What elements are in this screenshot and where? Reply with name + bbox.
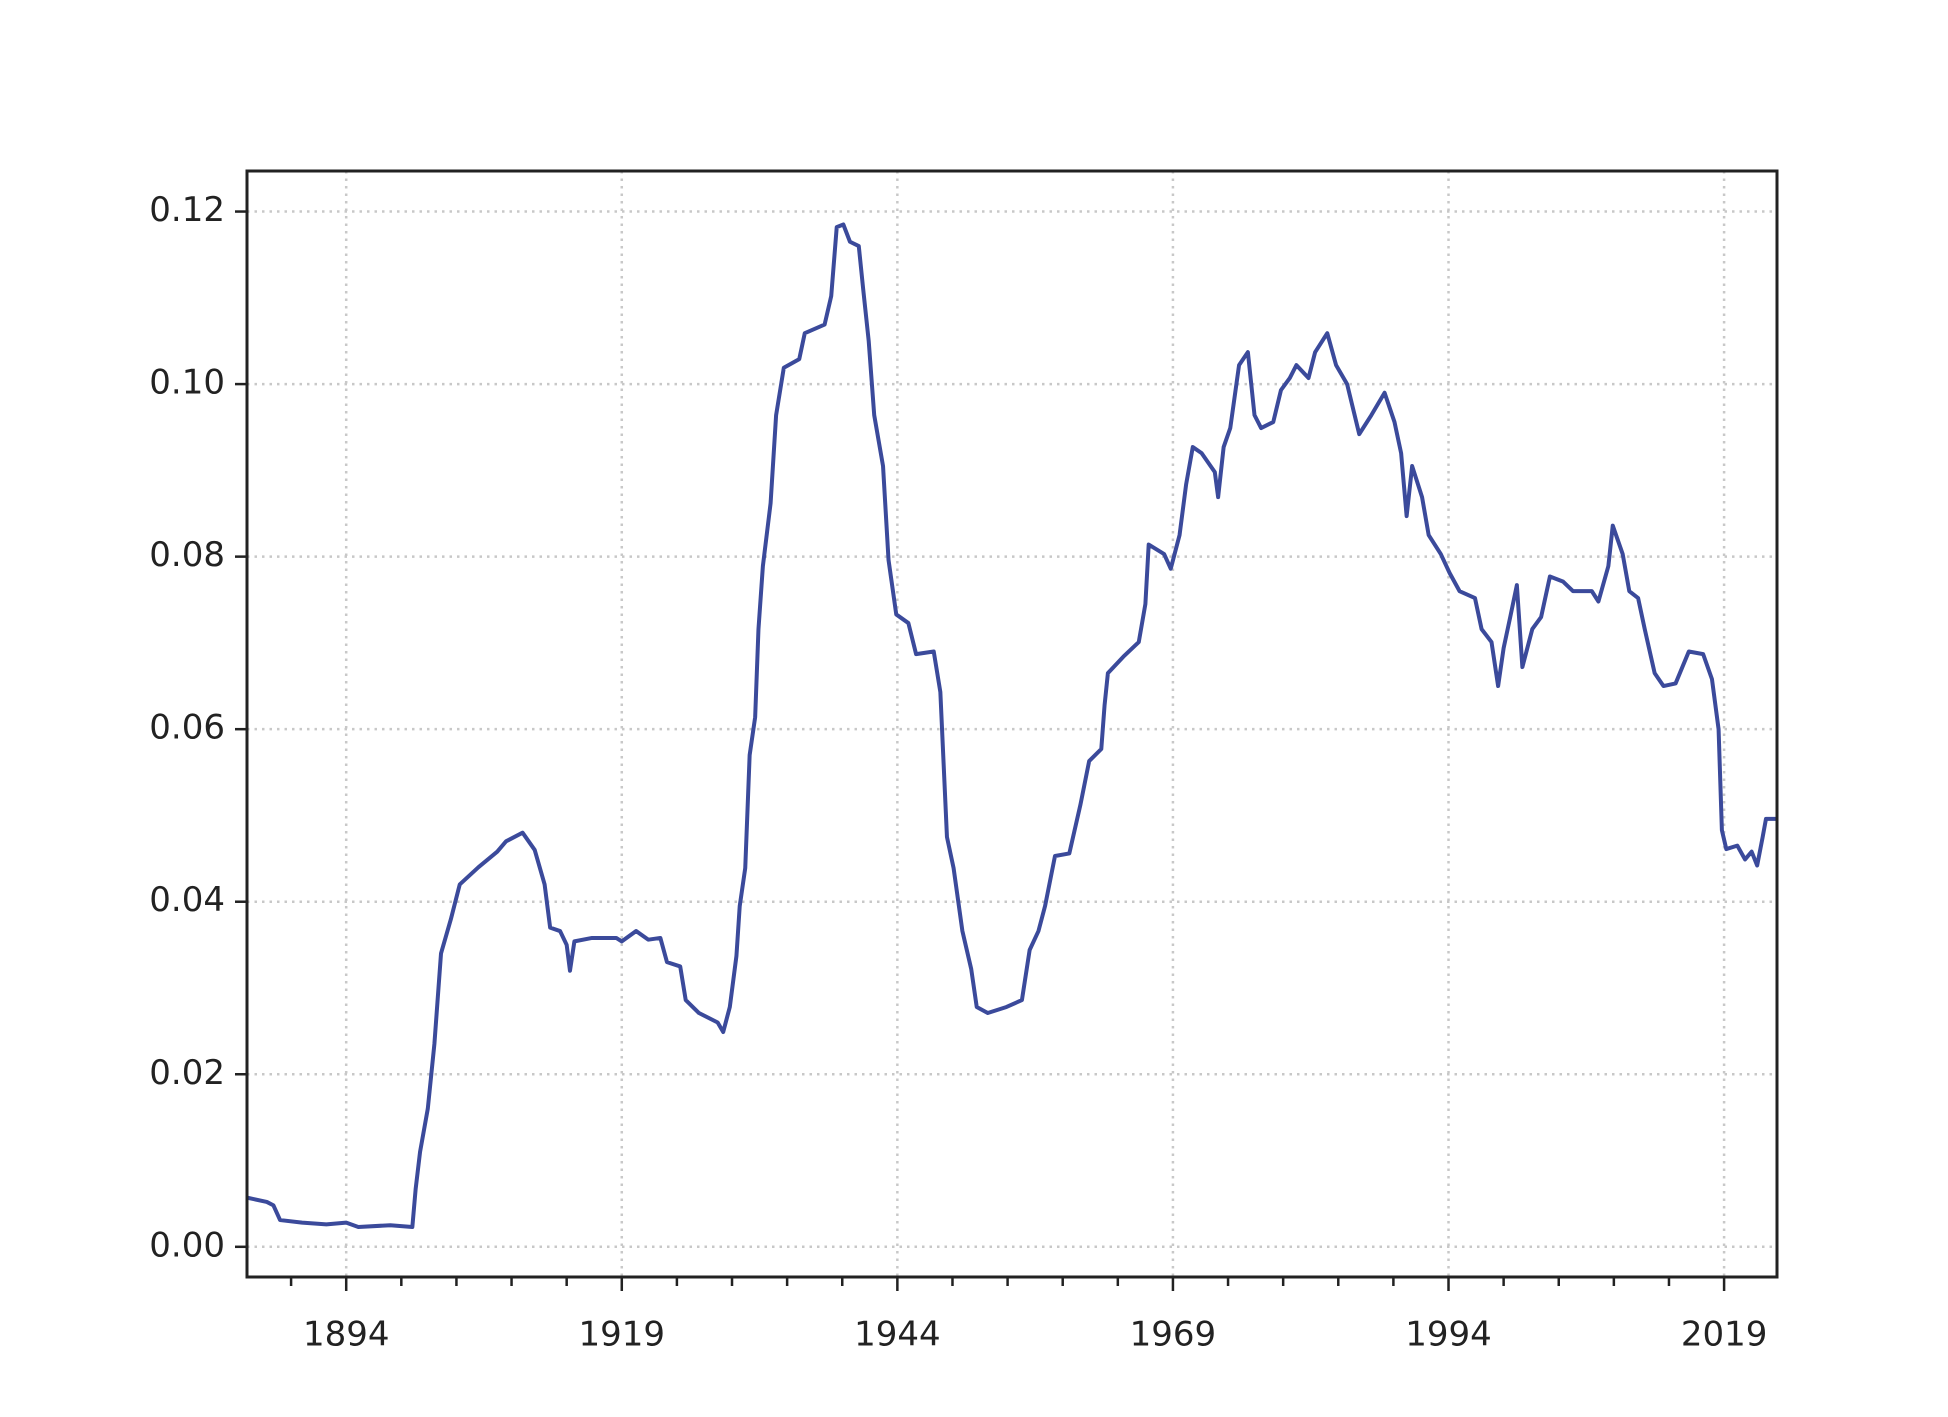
y-tick-label: 0.02	[149, 1053, 225, 1093]
plot-frame	[245, 169, 1779, 1279]
x-tick-label: 1994	[1405, 1315, 1492, 1355]
y-tick-label: 0.04	[149, 880, 225, 920]
y-tick-label: 0.00	[149, 1225, 225, 1265]
x-tick-label: 1969	[1130, 1315, 1217, 1355]
x-tick-label: 1894	[303, 1315, 390, 1355]
y-tick-label: 0.06	[149, 708, 225, 748]
y-tick-label: 0.10	[149, 363, 225, 403]
x-tick-label: 2019	[1681, 1315, 1768, 1355]
line	[246, 222, 1777, 1229]
x-tick-label: 1919	[579, 1315, 666, 1355]
y-tick-label: 0.08	[149, 535, 225, 575]
x-tick-label: 1944	[854, 1315, 941, 1355]
y-tick-label: 0.12	[149, 190, 225, 230]
